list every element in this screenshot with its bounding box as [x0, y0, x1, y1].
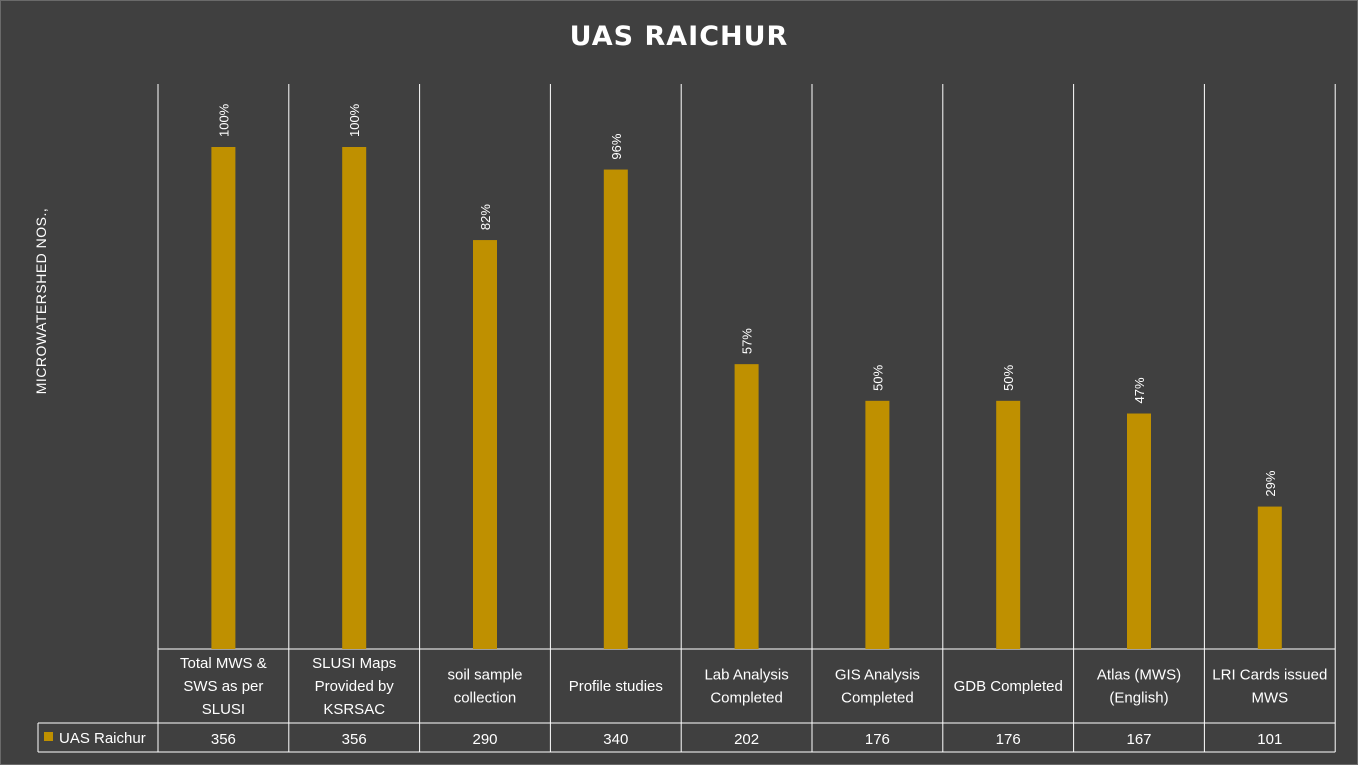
category-label: soil sample collection — [447, 667, 522, 707]
data-label: 96% — [609, 133, 624, 159]
bar — [342, 147, 367, 649]
table-value: 202 — [734, 731, 759, 748]
table-value: 290 — [472, 731, 497, 748]
bar — [865, 400, 890, 649]
category-label: Total MWS & SWS as per SLUSI — [180, 655, 267, 718]
bar — [1127, 413, 1151, 649]
table-value: 101 — [1257, 731, 1282, 748]
legend-label: UAS Raichur — [59, 730, 146, 747]
bar — [211, 147, 236, 649]
bar — [603, 169, 628, 649]
data-label: 82% — [478, 204, 493, 230]
chart-title: UAS RAICHUR — [569, 21, 789, 52]
data-label: 47% — [1132, 377, 1147, 403]
category-label: Atlas (MWS) (English) — [1097, 667, 1181, 707]
table-value: 176 — [865, 731, 890, 748]
category-label: Lab Analysis Completed — [704, 667, 788, 707]
category-label: Profile studies — [569, 678, 663, 695]
category-label: LRI Cards issued MWS — [1212, 667, 1327, 707]
category-label: GIS Analysis Completed — [835, 667, 920, 707]
table-value: 356 — [211, 731, 236, 748]
table-value: 167 — [1126, 731, 1151, 748]
bar — [996, 400, 1021, 649]
table-value: 176 — [996, 731, 1021, 748]
data-label: 50% — [870, 364, 885, 390]
data-label: 29% — [1263, 470, 1278, 496]
bar — [473, 240, 497, 649]
bar — [1257, 506, 1282, 649]
data-label: 100% — [347, 103, 362, 137]
data-label: 50% — [1001, 364, 1016, 390]
category-label: SLUSI Maps Provided by KSRSAC — [312, 655, 396, 718]
legend-swatch — [44, 732, 53, 741]
table-value: 356 — [342, 731, 367, 748]
category-label: GDB Completed — [954, 678, 1063, 695]
bar — [734, 364, 759, 649]
table-value: 340 — [603, 731, 628, 748]
data-label: 57% — [740, 328, 755, 354]
data-label: 100% — [216, 103, 231, 137]
